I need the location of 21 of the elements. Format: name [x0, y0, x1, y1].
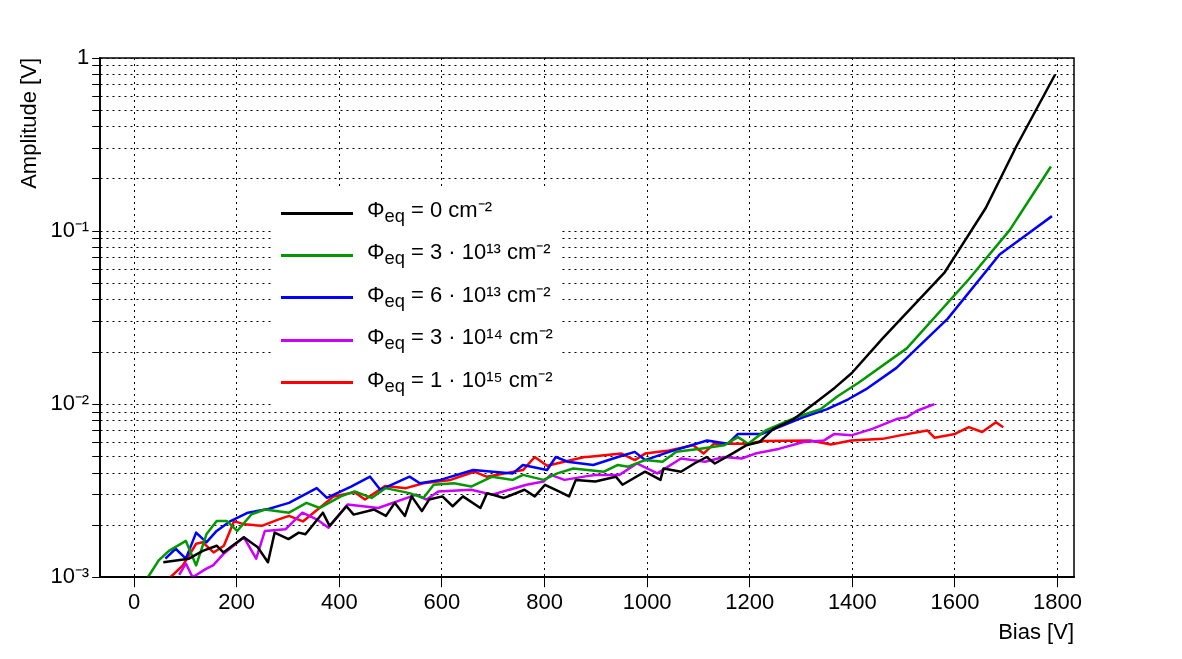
x-tick-label: 1400	[827, 589, 877, 615]
legend-label: Φ$_{eq}$ = 3 · 10¹⁴ cm⁻²	[367, 323, 553, 356]
x-tick-label: 1200	[725, 589, 775, 615]
x-tick-label: 0	[127, 589, 141, 615]
legend-label: Φ$_{eq}$ = 3 · 10¹³ cm⁻²	[367, 238, 551, 271]
y-axis-title: Amplitude [V]	[16, 58, 42, 189]
legend-label: Φ$_{eq}$ = 1 · 10¹⁵ cm⁻²	[367, 365, 553, 398]
y-tick-label: 10⁻¹	[50, 217, 90, 243]
y-tick-label: 10⁻³	[50, 563, 90, 589]
legend-label: Φ$_{eq}$ = 6 · 10¹³ cm⁻²	[367, 280, 551, 314]
x-tick-label: 400	[320, 589, 358, 615]
x-tick-label: 800	[526, 589, 563, 615]
x-tick-label: 1800	[1033, 589, 1083, 615]
x-axis-title: Bias [V]	[998, 618, 1074, 644]
legend-label: Φ$_{eq}$ = 0 cm⁻²	[367, 196, 493, 229]
y-tick-label: 10⁻²	[50, 390, 90, 416]
x-tick-label: 200	[218, 589, 256, 615]
x-tick-label: 600	[423, 589, 461, 615]
x-tick-label: 1600	[930, 589, 980, 615]
y-tick-label: 1	[76, 44, 90, 70]
x-tick-label: 1000	[622, 589, 672, 615]
